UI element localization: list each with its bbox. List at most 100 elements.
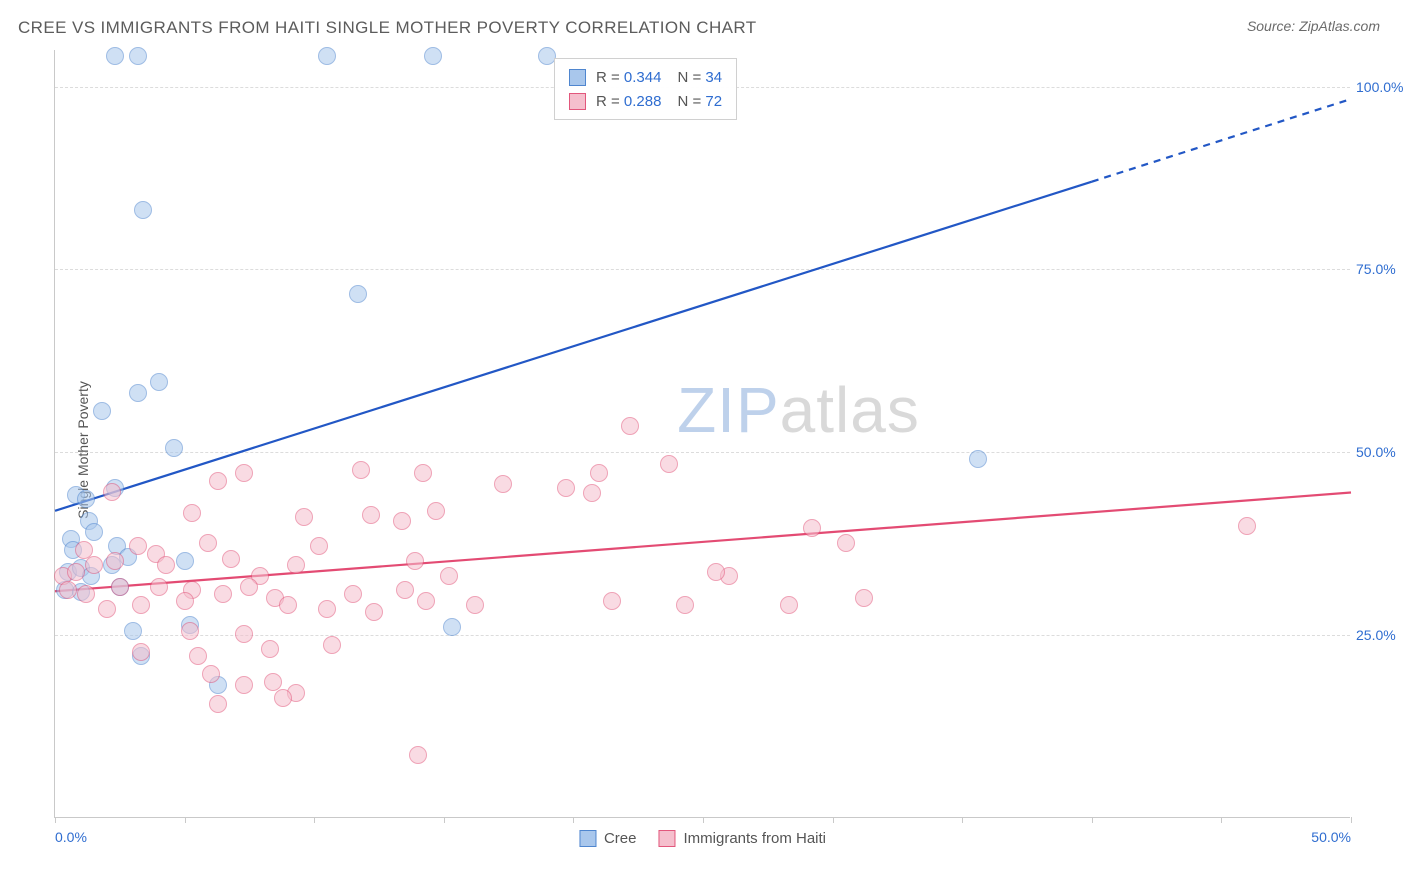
- data-point: [621, 417, 639, 435]
- data-point: [417, 592, 435, 610]
- data-point: [209, 695, 227, 713]
- y-tick-label: 100.0%: [1356, 79, 1406, 95]
- data-point: [409, 746, 427, 764]
- data-point: [803, 519, 821, 537]
- data-point: [295, 508, 313, 526]
- data-point: [274, 689, 292, 707]
- legend-swatch: [658, 830, 675, 847]
- data-point: [129, 537, 147, 555]
- data-point: [406, 552, 424, 570]
- data-point: [969, 450, 987, 468]
- stats-row: R = 0.344N = 34: [569, 65, 722, 89]
- data-point: [235, 676, 253, 694]
- data-point: [707, 563, 725, 581]
- data-point: [134, 201, 152, 219]
- data-point: [165, 439, 183, 457]
- data-point: [855, 589, 873, 607]
- data-point: [214, 585, 232, 603]
- data-point: [98, 600, 116, 618]
- data-point: [393, 512, 411, 530]
- data-point: [443, 618, 461, 636]
- chart-title: CREE VS IMMIGRANTS FROM HAITI SINGLE MOT…: [18, 18, 757, 38]
- data-point: [235, 464, 253, 482]
- data-point: [557, 479, 575, 497]
- data-point: [261, 640, 279, 658]
- y-tick-label: 75.0%: [1356, 261, 1406, 277]
- data-point: [264, 673, 282, 691]
- data-point: [132, 596, 150, 614]
- legend-swatch: [569, 69, 586, 86]
- data-point: [362, 506, 380, 524]
- data-point: [365, 603, 383, 621]
- data-point: [124, 622, 142, 640]
- data-point: [157, 556, 175, 574]
- legend-label: Cree: [604, 830, 637, 847]
- data-point: [310, 537, 328, 555]
- legend-label: Immigrants from Haiti: [683, 830, 826, 847]
- x-tick: [1351, 817, 1352, 823]
- data-point: [85, 556, 103, 574]
- plot-area: 25.0%50.0%75.0%100.0%0.0%50.0%ZIPatlasR …: [54, 50, 1350, 818]
- data-point: [590, 464, 608, 482]
- data-point: [202, 665, 220, 683]
- data-point: [414, 464, 432, 482]
- data-point: [189, 647, 207, 665]
- data-point: [132, 643, 150, 661]
- data-point: [318, 600, 336, 618]
- data-point: [344, 585, 362, 603]
- data-point: [837, 534, 855, 552]
- data-point: [318, 47, 336, 65]
- data-point: [323, 636, 341, 654]
- data-point: [209, 472, 227, 490]
- data-point: [111, 578, 129, 596]
- legend-item: Immigrants from Haiti: [658, 830, 826, 847]
- data-point: [222, 550, 240, 568]
- data-point: [235, 625, 253, 643]
- data-point: [150, 578, 168, 596]
- y-tick-label: 50.0%: [1356, 444, 1406, 460]
- chart-container: Single Mother Poverty 25.0%50.0%75.0%100…: [18, 50, 1388, 850]
- data-point: [440, 567, 458, 585]
- data-point: [67, 563, 85, 581]
- data-point: [287, 556, 305, 574]
- data-point: [780, 596, 798, 614]
- data-point: [183, 504, 201, 522]
- data-point: [424, 47, 442, 65]
- data-point: [106, 47, 124, 65]
- data-point: [349, 285, 367, 303]
- x-tick-label: 50.0%: [1311, 829, 1351, 845]
- data-point: [279, 596, 297, 614]
- data-point: [77, 490, 95, 508]
- data-point: [77, 585, 95, 603]
- data-point: [466, 596, 484, 614]
- legend-swatch: [579, 830, 596, 847]
- trend-lines: [55, 50, 1351, 818]
- stats-box: R = 0.344N = 34R = 0.288N = 72: [554, 58, 737, 120]
- data-point: [676, 596, 694, 614]
- legend-item: Cree: [579, 830, 637, 847]
- data-point: [93, 402, 111, 420]
- data-point: [494, 475, 512, 493]
- data-point: [396, 581, 414, 599]
- data-point: [129, 47, 147, 65]
- source-label: Source: ZipAtlas.com: [1247, 18, 1380, 34]
- data-point: [603, 592, 621, 610]
- data-point: [176, 552, 194, 570]
- data-point: [427, 502, 445, 520]
- legend: Cree Immigrants from Haiti: [579, 830, 826, 847]
- data-point: [181, 622, 199, 640]
- data-point: [1238, 517, 1256, 535]
- data-point: [352, 461, 370, 479]
- data-point: [106, 552, 124, 570]
- data-point: [103, 483, 121, 501]
- data-point: [59, 581, 77, 599]
- y-tick-label: 25.0%: [1356, 627, 1406, 643]
- x-tick-label: 0.0%: [55, 829, 87, 845]
- data-point: [176, 592, 194, 610]
- data-point: [150, 373, 168, 391]
- data-point: [240, 578, 258, 596]
- data-point: [660, 455, 678, 473]
- stats-row: R = 0.288N = 72: [569, 89, 722, 113]
- legend-swatch: [569, 93, 586, 110]
- data-point: [199, 534, 217, 552]
